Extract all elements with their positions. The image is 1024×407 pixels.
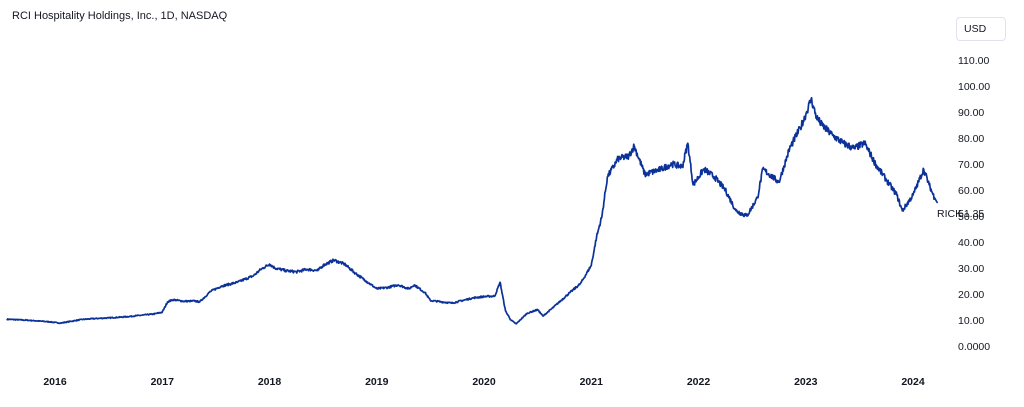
y-tick-label: 100.00 bbox=[958, 81, 990, 93]
chart-title: RCI Hospitality Holdings, Inc., 1D, NASD… bbox=[12, 10, 228, 22]
x-tick-label: 2022 bbox=[687, 376, 711, 388]
x-tick-label: 2017 bbox=[151, 376, 175, 388]
x-tick-label: 2018 bbox=[258, 376, 282, 388]
y-tick-label: 20.00 bbox=[958, 289, 984, 301]
price-line bbox=[6, 96, 939, 325]
y-tick-label: 110.00 bbox=[958, 55, 989, 67]
y-tick-label: 80.00 bbox=[958, 133, 984, 145]
y-tick-label: 60.00 bbox=[958, 185, 984, 197]
x-tick-label: 2020 bbox=[472, 376, 496, 388]
y-tick-label: 30.00 bbox=[958, 263, 984, 275]
currency-selector[interactable]: USD bbox=[956, 17, 1006, 41]
x-tick-label: 2016 bbox=[43, 376, 67, 388]
x-tick-label: 2024 bbox=[901, 376, 925, 388]
ticker-label: RICK bbox=[937, 208, 962, 220]
y-tick-label: 0.0000 bbox=[958, 341, 990, 353]
y-tick-label: 70.00 bbox=[958, 159, 984, 171]
y-tick-label: 40.00 bbox=[958, 237, 984, 249]
last-price-label: 51.35 bbox=[958, 208, 984, 220]
y-tick-label: 50.00 bbox=[958, 211, 984, 223]
x-tick-label: 2019 bbox=[365, 376, 389, 388]
x-tick-label: 2023 bbox=[794, 376, 818, 388]
y-tick-label: 90.00 bbox=[958, 107, 984, 119]
x-tick-label: 2021 bbox=[580, 376, 604, 388]
y-tick-label: 10.00 bbox=[958, 315, 984, 327]
